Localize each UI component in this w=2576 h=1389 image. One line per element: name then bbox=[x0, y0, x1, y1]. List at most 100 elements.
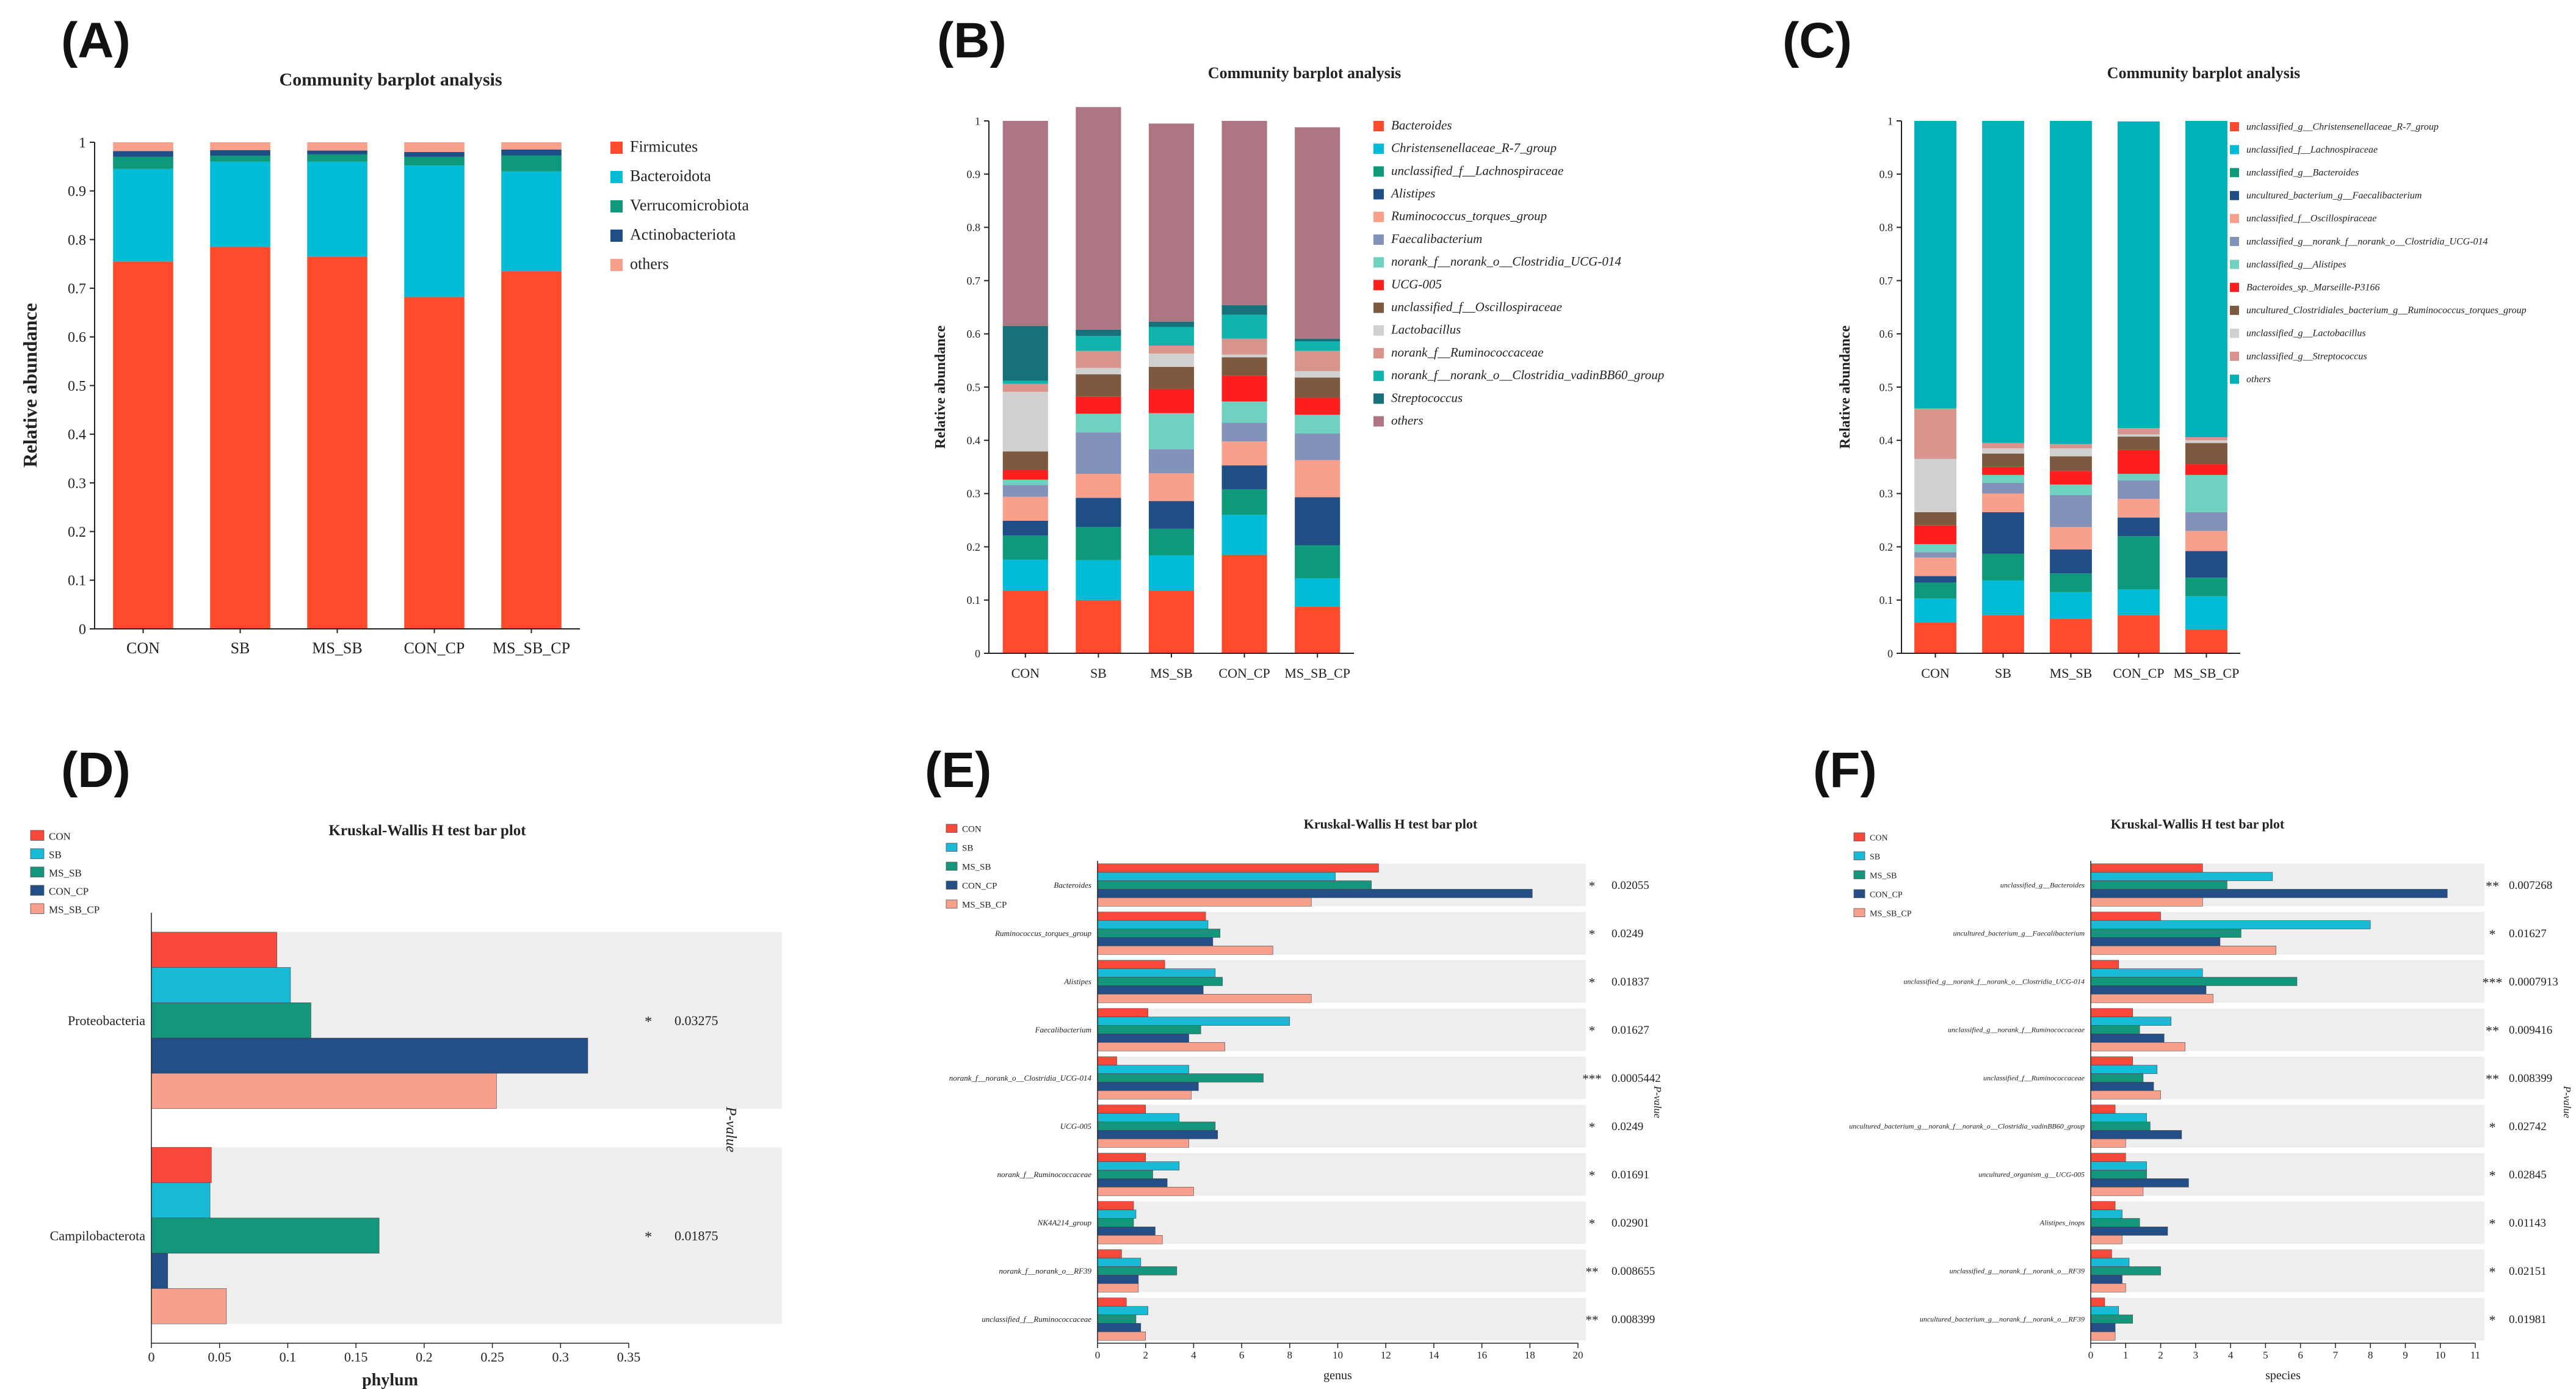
bar-segment-faecalibacterium-ms-sb bbox=[1148, 449, 1195, 474]
legend-label-sb: SB bbox=[1870, 853, 1880, 862]
bar-alistipes-inops-con bbox=[2090, 1201, 2116, 1210]
y-tick-label: 0.5 bbox=[1880, 381, 1894, 393]
bar-segment-unclassified-f-oscillospiraceae-con-cp bbox=[1221, 357, 1267, 376]
p-value-axis-label: P-value bbox=[1652, 1086, 1663, 1119]
bar-segment-christensenellaceae-r-7-group-con-cp bbox=[1221, 515, 1267, 555]
bar-campilobacterota-con bbox=[151, 1147, 212, 1183]
x-tick-label: CON bbox=[1011, 665, 1040, 681]
legend-label-actinobacteriota: Actinobacteriota bbox=[630, 225, 736, 243]
bar-uncultured-bacterium-g-norank-f-norank-o-clostridia-vadinbb60-group-ms-sb-cp bbox=[2090, 1139, 2126, 1148]
bar-proteobacteria-con bbox=[151, 932, 277, 968]
legend-label-firmicutes: Firmicutes bbox=[630, 137, 698, 155]
x-tick-label: CON_CP bbox=[2113, 665, 2164, 681]
category-label: Proteobacteria bbox=[68, 1013, 145, 1028]
bar-segment-lactobacillus-con-cp bbox=[1221, 354, 1267, 358]
y-tick-label: 0.9 bbox=[967, 169, 981, 181]
bar-segment-ucg-005-con bbox=[1002, 470, 1048, 480]
category-label: norank_f__Ruminococcaceae bbox=[997, 1170, 1091, 1179]
significance-stars: *** bbox=[1582, 1072, 1601, 1086]
bar-segment-faecalibacterium-con-cp bbox=[1221, 423, 1267, 441]
bar-segment-alistipes-con bbox=[1002, 520, 1048, 536]
y-tick-label: 0.8 bbox=[1880, 222, 1894, 234]
bar-uncultured-bacterium-g-norank-f-norank-o-rf39-sb bbox=[2090, 1306, 2119, 1315]
y-tick-label: 0 bbox=[79, 622, 86, 637]
bar-segment-unclassified-g-alistipes-con-cp bbox=[2118, 474, 2160, 481]
bar-segment-others-ms-sb bbox=[1148, 123, 1195, 322]
category-label: unclassified_g__norank_f__norank_o__Clos… bbox=[1903, 977, 2085, 986]
x-tick-label: 0.3 bbox=[552, 1349, 570, 1365]
category-band bbox=[1098, 1201, 1586, 1244]
bar-segment-unclassified-g-norank-f-norank-o-clostridia-ucg-014-con bbox=[1914, 552, 1956, 558]
y-axis-label: Relative abundance bbox=[933, 325, 949, 449]
legend-swatch-unclassified-g-alistipes bbox=[2230, 259, 2239, 269]
bar-segment-unclassified-g-streptococcus-con-cp bbox=[2118, 428, 2160, 435]
legend-label-unclassified-g-alistipes: unclassified_g__Alistipes bbox=[2246, 259, 2346, 270]
bar-segment-uncultured-clostridiales-bacterium-g-ruminococcus-torques-group-ms-sb bbox=[2050, 456, 2092, 471]
bar-unclassified-g-norank-f-norank-o-rf39-ms-sb-cp bbox=[2090, 1283, 2126, 1293]
y-tick-label: 0.5 bbox=[68, 379, 86, 394]
y-tick-label: 0.3 bbox=[68, 476, 86, 491]
bar-segment-ruminococcus-torques-group-con-cp bbox=[1221, 441, 1267, 466]
bar-segment-bacteroidota-ms-sb bbox=[307, 161, 367, 257]
bar-segment-norank-f-norank-o-clostridia-ucg-014-con-cp bbox=[1221, 401, 1267, 423]
bar-segment-lactobacillus-ms-sb-cp bbox=[1295, 371, 1340, 378]
category-label: unclassified_g__norank_f__Ruminococcacea… bbox=[1948, 1026, 2085, 1034]
bar-uncultured-bacterium-g-norank-f-norank-o-clostridia-vadinbb60-group-ms-sb bbox=[2090, 1122, 2151, 1131]
bar-segment-unclassified-g-lactobacillus-con-cp bbox=[2118, 434, 2160, 437]
significance-stars: * bbox=[1589, 1023, 1595, 1038]
bar-uncultured-bacterium-g-norank-f-norank-o-rf39-con-cp bbox=[2090, 1323, 2116, 1332]
p-value: 0.01837 bbox=[1612, 976, 1649, 988]
x-tick-label: 10 bbox=[2435, 1349, 2445, 1361]
bar-segment-firmicutes-sb bbox=[210, 247, 270, 629]
legend-label-unclassified-f-oscillospiraceae: unclassified_f__Oscillospiraceae bbox=[1391, 300, 1562, 314]
category-label: norank_f__norank_o__Clostridia_UCG-014 bbox=[949, 1073, 1092, 1083]
x-tick-label: 6 bbox=[1239, 1349, 1245, 1361]
bar-segment-unclassified-g-streptococcus-ms-sb bbox=[2050, 444, 2092, 449]
p-value: 0.01143 bbox=[2509, 1217, 2546, 1230]
x-tick-label: SB bbox=[231, 639, 250, 657]
x-tick-label: CON_CP bbox=[404, 639, 465, 657]
legend-label-unclassified-g-norank-f-norank-o-clostridia-ucg-014: unclassified_g__norank_f__norank_o__Clos… bbox=[2246, 236, 2488, 247]
x-tick-label: 0.25 bbox=[480, 1349, 504, 1365]
legend-swatch-unclassified-f-oscillospiraceae bbox=[1373, 302, 1384, 313]
p-value-axis-label: P-value bbox=[723, 1106, 739, 1153]
p-value: 0.01627 bbox=[1612, 1024, 1649, 1037]
x-tick-label: MS_SB_CP bbox=[2174, 665, 2240, 681]
bar-segment-uncultured-bacterium-g-faecalibacterium-ms-sb bbox=[2050, 549, 2092, 574]
legend-label-alistipes: Alistipes bbox=[1390, 186, 1435, 201]
legend-swatch-sb bbox=[30, 848, 45, 859]
p-value: 0.02055 bbox=[1612, 879, 1649, 892]
bar-segment-unclassified-g-alistipes-ms-sb bbox=[2050, 484, 2092, 496]
legend-label-con: CON bbox=[1870, 834, 1888, 843]
significance-stars: ** bbox=[2486, 879, 2499, 894]
p-value: 0.01981 bbox=[2509, 1313, 2547, 1326]
bar-segment-bacteroides-ms-sb-cp bbox=[1295, 606, 1340, 653]
bar-unclassified-g-norank-f-norank-o-rf39-ms-sb bbox=[2090, 1266, 2161, 1275]
x-tick-label: 4 bbox=[2228, 1349, 2234, 1361]
bar-segment-norank-f-norank-o-clostridia-ucg-014-ms-sb bbox=[1148, 413, 1195, 450]
x-axis-label: species bbox=[2265, 1369, 2301, 1382]
y-tick-label: 0.6 bbox=[1880, 328, 1894, 340]
x-tick-label: 0 bbox=[148, 1349, 155, 1365]
legend-label-con-cp: CON_CP bbox=[1870, 891, 1903, 900]
legend-swatch-ms-sb-cp bbox=[1853, 908, 1865, 917]
category-label: UCG-005 bbox=[1060, 1122, 1092, 1131]
p-value: 0.0249 bbox=[1612, 927, 1643, 940]
chart-title: Community barplot analysis bbox=[2107, 64, 2300, 82]
legend-label-faecalibacterium: Faecalibacterium bbox=[1391, 231, 1482, 246]
bar-segment-unclassified-g-bacteroides-sb bbox=[1982, 553, 2024, 581]
category-label: NK4A214_group bbox=[1037, 1218, 1092, 1227]
bar-segment-bacteroidota-con-cp bbox=[404, 165, 465, 297]
significance-stars: * bbox=[1589, 879, 1595, 893]
legend-label-ms-sb: MS_SB bbox=[1870, 872, 1897, 881]
bar-unclassified-g-norank-f-norank-o-rf39-sb bbox=[2090, 1258, 2130, 1267]
legend-swatch-bacteroides bbox=[1373, 121, 1384, 131]
bar-unclassified-g-norank-f-norank-o-clostridia-ucg-014-sb bbox=[2090, 968, 2203, 977]
legend-swatch-unclassified-f-oscillospiraceae bbox=[2230, 214, 2239, 223]
significance-stars: ** bbox=[2486, 1072, 2499, 1087]
bar-segment-unclassified-g-lactobacillus-ms-sb bbox=[2050, 448, 2092, 457]
bar-segment-firmicutes-con-cp bbox=[404, 297, 465, 629]
bar-segment-alistipes-ms-sb bbox=[1148, 501, 1195, 529]
bar-segment-others-con bbox=[1914, 121, 1956, 408]
bar-alistipes-inops-ms-sb bbox=[2090, 1218, 2140, 1227]
